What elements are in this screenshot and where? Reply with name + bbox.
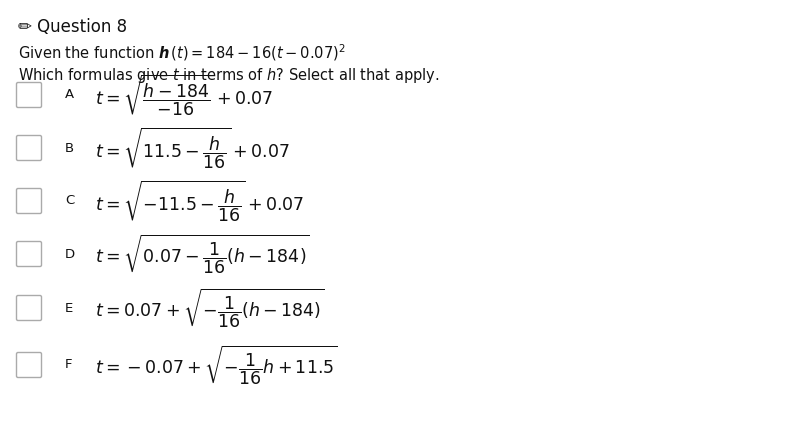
Text: A: A (65, 89, 74, 101)
Text: $t = \sqrt{\dfrac{h-184}{-16}} + 0.07$: $t = \sqrt{\dfrac{h-184}{-16}} + 0.07$ (95, 72, 273, 118)
Text: C: C (65, 195, 74, 207)
FancyBboxPatch shape (17, 296, 42, 320)
FancyBboxPatch shape (17, 352, 42, 377)
Text: $t = -0.07 + \sqrt{-\dfrac{1}{16}h + 11.5}$: $t = -0.07 + \sqrt{-\dfrac{1}{16}h + 11.… (95, 343, 338, 387)
Text: ✏ Question 8: ✏ Question 8 (18, 18, 127, 36)
Text: $t = \sqrt{11.5 - \dfrac{h}{16}} + 0.07$: $t = \sqrt{11.5 - \dfrac{h}{16}} + 0.07$ (95, 125, 290, 171)
Text: $t = \sqrt{-11.5 - \dfrac{h}{16}} + 0.07$: $t = \sqrt{-11.5 - \dfrac{h}{16}} + 0.07… (95, 178, 304, 224)
Text: $t = \sqrt{0.07 - \dfrac{1}{16}(h - 184)}$: $t = \sqrt{0.07 - \dfrac{1}{16}(h - 184)… (95, 232, 310, 276)
Text: Which formulas give $t$ in terms of $h$? Select all that apply.: Which formulas give $t$ in terms of $h$?… (18, 66, 439, 85)
Text: D: D (65, 248, 75, 261)
FancyBboxPatch shape (17, 242, 42, 267)
Text: E: E (65, 302, 74, 314)
FancyBboxPatch shape (17, 83, 42, 107)
FancyBboxPatch shape (17, 135, 42, 161)
FancyBboxPatch shape (17, 188, 42, 213)
Text: F: F (65, 359, 73, 371)
Text: Given the function $\boldsymbol{h}\,(t) = 184 - 16(t - 0.07)^2$: Given the function $\boldsymbol{h}\,(t) … (18, 42, 346, 63)
Text: $t = 0.07 + \sqrt{-\dfrac{1}{16}(h - 184)}$: $t = 0.07 + \sqrt{-\dfrac{1}{16}(h - 184… (95, 286, 325, 330)
Text: B: B (65, 141, 74, 155)
